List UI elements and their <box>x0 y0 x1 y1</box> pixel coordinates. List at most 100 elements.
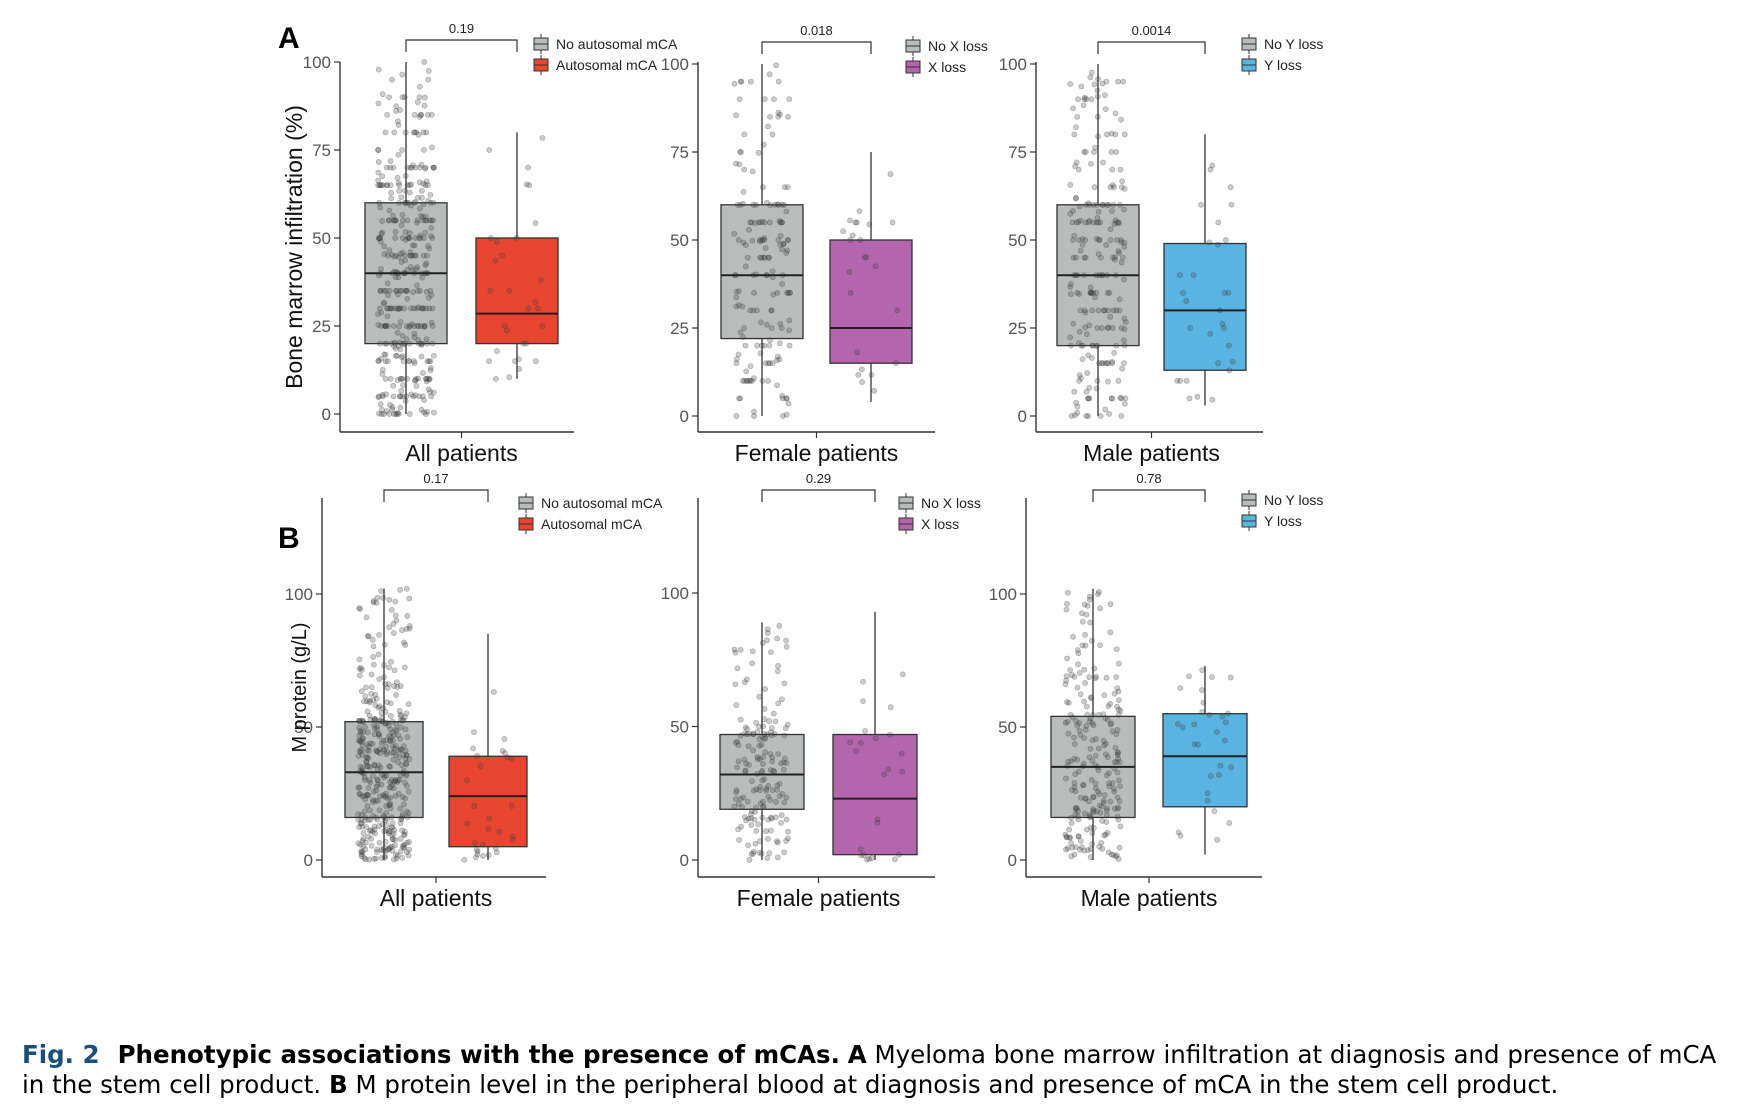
data-point <box>1070 633 1076 640</box>
data-point <box>399 813 406 820</box>
jitter-points <box>1174 162 1236 403</box>
data-point <box>1121 360 1127 367</box>
data-point <box>387 784 394 791</box>
data-point <box>394 174 401 181</box>
data-point <box>375 357 382 364</box>
data-point <box>360 843 367 850</box>
data-point <box>751 220 758 226</box>
data-point <box>394 329 401 336</box>
data-point <box>363 754 370 760</box>
data-point <box>487 287 494 294</box>
data-point <box>1078 83 1085 90</box>
data-point <box>744 254 751 261</box>
data-point <box>393 287 400 294</box>
data-point <box>1103 740 1109 747</box>
data-point <box>425 243 431 249</box>
data-point <box>857 846 864 853</box>
data-point <box>361 698 367 705</box>
data-point <box>733 303 740 310</box>
data-point <box>1074 647 1081 653</box>
data-point <box>378 411 385 417</box>
data-point <box>406 839 412 845</box>
data-point <box>423 217 430 224</box>
data-point <box>493 238 500 245</box>
data-point <box>387 779 394 786</box>
data-point <box>380 705 387 712</box>
data-point <box>374 846 380 853</box>
data-point <box>1095 745 1102 752</box>
data-point <box>389 718 396 725</box>
data-point <box>1071 780 1078 786</box>
data-point <box>397 346 404 353</box>
data-point <box>398 222 405 229</box>
jitter-points <box>355 585 413 863</box>
data-point <box>375 731 382 737</box>
data-point <box>776 793 783 800</box>
panel-label-b: B <box>278 522 300 555</box>
data-point <box>363 824 370 831</box>
data-point <box>1071 734 1077 741</box>
data-point <box>428 292 435 298</box>
data-point <box>411 330 418 337</box>
data-point <box>1109 254 1116 261</box>
data-point <box>1104 325 1111 331</box>
data-point <box>395 759 401 766</box>
data-point <box>1082 796 1089 802</box>
data-point <box>1069 787 1075 793</box>
data-point <box>874 816 881 823</box>
data-point <box>397 319 404 325</box>
data-point <box>394 684 401 690</box>
data-point <box>371 716 377 723</box>
data-point <box>406 625 413 632</box>
data-point <box>786 289 793 296</box>
data-point <box>411 111 418 118</box>
data-point <box>1191 721 1198 728</box>
data-point <box>1076 727 1083 734</box>
data-point <box>378 781 385 788</box>
data-point <box>737 646 744 653</box>
data-point <box>390 785 397 792</box>
data-point <box>386 664 392 671</box>
data-point <box>1104 131 1110 138</box>
data-point <box>742 242 749 248</box>
data-point <box>768 649 774 656</box>
box-iqr <box>475 237 559 345</box>
data-point <box>416 94 423 101</box>
data-point <box>403 585 410 592</box>
data-point <box>1072 788 1079 795</box>
data-point <box>1112 254 1118 261</box>
data-point <box>1119 365 1126 372</box>
data-point <box>428 393 435 400</box>
data-point <box>407 252 414 259</box>
data-point <box>404 295 411 302</box>
box-series-0 <box>1056 64 1140 419</box>
data-point <box>355 811 362 818</box>
data-point <box>393 352 399 359</box>
data-point <box>735 758 742 765</box>
data-point <box>1067 284 1074 290</box>
data-point <box>366 712 373 719</box>
data-point <box>736 837 742 843</box>
data-point <box>761 254 768 261</box>
data-point <box>774 201 781 208</box>
data-point <box>371 725 378 732</box>
data-point <box>767 360 773 367</box>
data-point <box>382 351 389 358</box>
data-point <box>1112 853 1119 860</box>
data-point <box>414 282 420 289</box>
data-point <box>1115 755 1122 762</box>
data-point <box>1067 711 1074 718</box>
data-point <box>781 201 787 208</box>
data-point <box>733 360 740 367</box>
significance-bracket <box>761 489 876 502</box>
data-point <box>1090 807 1097 814</box>
data-point <box>1215 241 1221 248</box>
data-point <box>747 363 754 370</box>
data-point <box>390 212 396 219</box>
data-point <box>745 815 752 822</box>
data-point <box>369 636 376 643</box>
legend-item-1: Y loss <box>1241 55 1302 75</box>
data-point <box>747 219 754 226</box>
data-point <box>756 742 763 749</box>
data-point <box>1214 836 1221 843</box>
